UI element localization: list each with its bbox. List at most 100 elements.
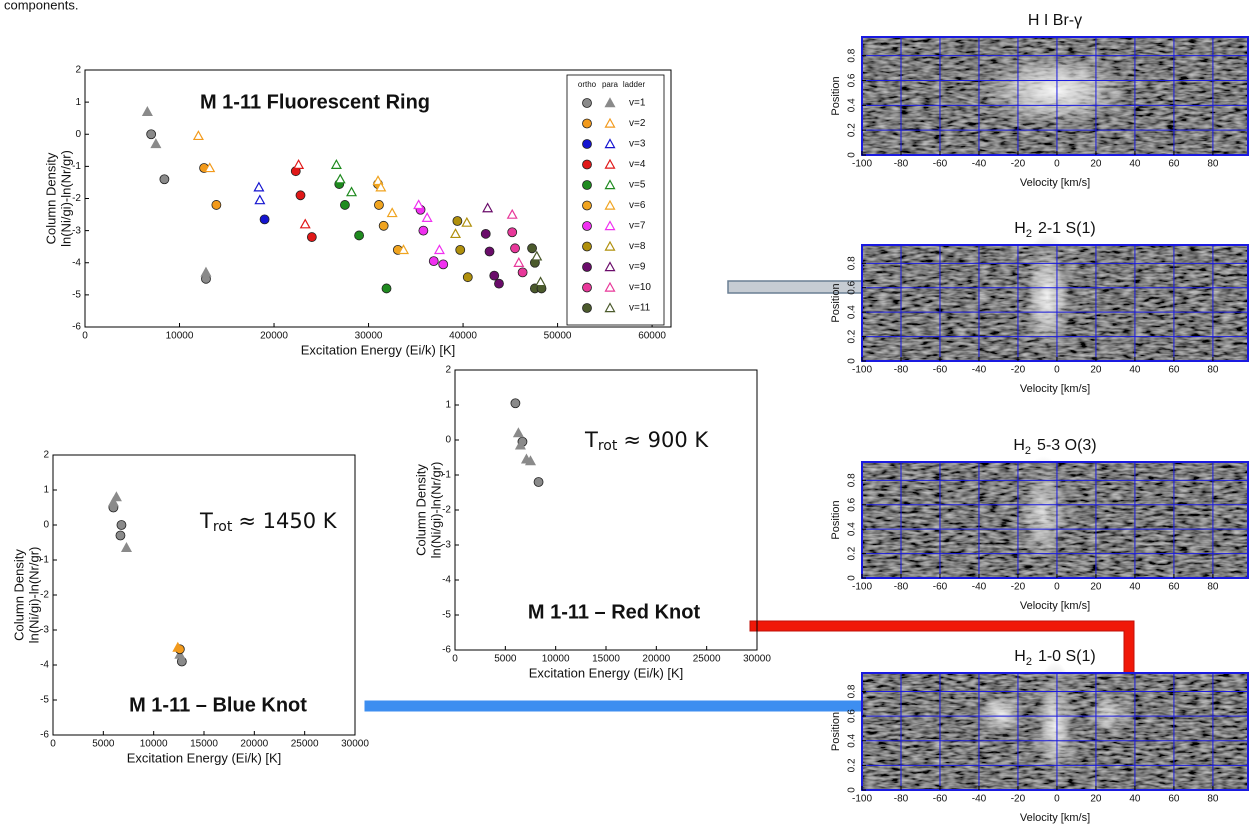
x-tick-label: 80 xyxy=(1207,159,1219,170)
x-tick-label: 20 xyxy=(1090,365,1102,376)
text-part: T xyxy=(199,509,213,533)
plot-frame xyxy=(52,454,356,736)
legend-para xyxy=(604,117,616,128)
y-axis-label: Position xyxy=(830,283,842,322)
text-part: ≈ 900 K xyxy=(623,428,709,452)
y-tick-label: 0 xyxy=(75,129,81,140)
image-frame xyxy=(861,36,1249,156)
text-part: H I Br-γ xyxy=(1028,12,1082,29)
y-tick-label: -5 xyxy=(442,610,451,621)
x-tick-label: 30000 xyxy=(341,739,369,750)
x-tick-label: 60000 xyxy=(638,331,666,342)
legend-ortho xyxy=(582,139,592,149)
x-tick-label: 80 xyxy=(1207,794,1219,805)
ortho-point xyxy=(510,243,520,254)
ortho-point xyxy=(211,200,222,210)
legend-ortho xyxy=(582,159,592,170)
x-tick-label: 5000 xyxy=(92,739,115,750)
y-tick-label: 2 xyxy=(75,65,81,76)
legend-label: v=1 xyxy=(629,98,646,109)
para-point xyxy=(334,173,346,184)
para-point xyxy=(461,216,473,227)
panel-title: H2 2-1 S(1) xyxy=(1014,220,1095,240)
y-tick-label: 0 xyxy=(847,358,858,364)
para-point xyxy=(512,427,524,438)
y-tick-label: 2 xyxy=(445,365,451,376)
chart-title: M 1-11 – Blue Knot xyxy=(129,694,307,716)
x-tick-label: -80 xyxy=(894,794,909,805)
y-tick-label: -6 xyxy=(442,645,451,656)
x-tick-label: -40 xyxy=(972,159,987,170)
subscript: 2 xyxy=(1026,228,1032,240)
x-tick-label: 25000 xyxy=(291,739,319,750)
y-tick-label: 0.4 xyxy=(847,305,858,319)
legend-ortho xyxy=(582,282,592,293)
y-tick-label: -2 xyxy=(72,193,81,204)
emission xyxy=(1016,456,1071,573)
y-tick-label: 0.2 xyxy=(847,758,858,772)
para-point xyxy=(397,244,410,255)
x-tick-label: 5000 xyxy=(494,654,517,665)
legend-header: para xyxy=(602,80,619,89)
x-tick-label: -20 xyxy=(1011,365,1026,376)
y-tick-label: -2 xyxy=(442,505,451,516)
text-part: 5-3 O(3) xyxy=(1037,437,1097,454)
ortho-point xyxy=(438,259,449,270)
ortho-point xyxy=(374,200,384,210)
x-tick-label: -80 xyxy=(894,365,909,376)
chart-title: M 1-11 Fluorescent Ring xyxy=(200,91,430,113)
panel-title: H2 1-0 S(1) xyxy=(1014,648,1095,668)
y-axis-label: Column Density xyxy=(11,549,26,641)
x-tick-label: 40 xyxy=(1129,365,1141,376)
ortho-point xyxy=(354,230,364,241)
ortho-point xyxy=(533,477,544,487)
para-point xyxy=(253,181,265,192)
y-tick-label: 0 xyxy=(445,435,451,446)
x-tick-label: 0 xyxy=(1054,159,1060,170)
x-axis-label: Velocity [km/s] xyxy=(1020,383,1090,395)
y-tick-label: 0.4 xyxy=(847,522,858,536)
legend-ortho xyxy=(582,221,592,231)
ortho-point xyxy=(527,243,537,254)
legend-para xyxy=(604,302,616,313)
x-tick-label: 20 xyxy=(1090,794,1102,805)
ortho-point xyxy=(452,216,463,226)
legend-box xyxy=(566,74,665,326)
legend-label: v=3 xyxy=(629,139,646,150)
y-tick-label: 1 xyxy=(75,97,81,108)
x-tick-label: 0 xyxy=(1054,582,1060,593)
y-tick-label: 0.4 xyxy=(847,733,858,747)
para-point xyxy=(514,439,526,450)
y-tick-label: 0 xyxy=(847,787,858,793)
y-axis-label: ln(Ni/gi)-ln(Nr/gr) xyxy=(58,150,73,247)
x-tick-label: 40 xyxy=(1129,794,1141,805)
x-tick-label: -40 xyxy=(972,365,987,376)
legend-label: v=11 xyxy=(629,303,651,314)
legend-header: ladder xyxy=(623,80,646,89)
text-part: 1-0 S(1) xyxy=(1038,648,1096,665)
ortho-point xyxy=(116,520,127,530)
para-point xyxy=(421,212,433,222)
subscript: rot xyxy=(598,438,618,454)
para-point xyxy=(254,194,266,205)
legend-label: v=4 xyxy=(629,159,646,170)
emission xyxy=(970,48,1140,132)
image-frame xyxy=(861,244,1249,362)
ortho-point xyxy=(455,244,466,255)
x-tick-label: 60 xyxy=(1168,582,1180,593)
x-tick-label: -60 xyxy=(933,365,948,376)
y-tick-label: 0 xyxy=(847,575,858,581)
para-point xyxy=(386,207,398,218)
text-part: T xyxy=(584,428,598,452)
ortho-point xyxy=(484,246,495,257)
y-tick-label: -1 xyxy=(442,470,451,481)
x-tick-label: 80 xyxy=(1207,582,1219,593)
panel-title: H2 5-3 O(3) xyxy=(1013,437,1096,457)
ortho-point xyxy=(115,530,126,541)
para-point xyxy=(150,138,162,149)
y-tick-label: 0.6 xyxy=(847,280,858,294)
x-tick-label: 25000 xyxy=(693,654,721,665)
x-tick-label: 30000 xyxy=(355,331,383,342)
legend-ortho xyxy=(582,303,592,313)
x-tick-label: 60 xyxy=(1168,159,1180,170)
